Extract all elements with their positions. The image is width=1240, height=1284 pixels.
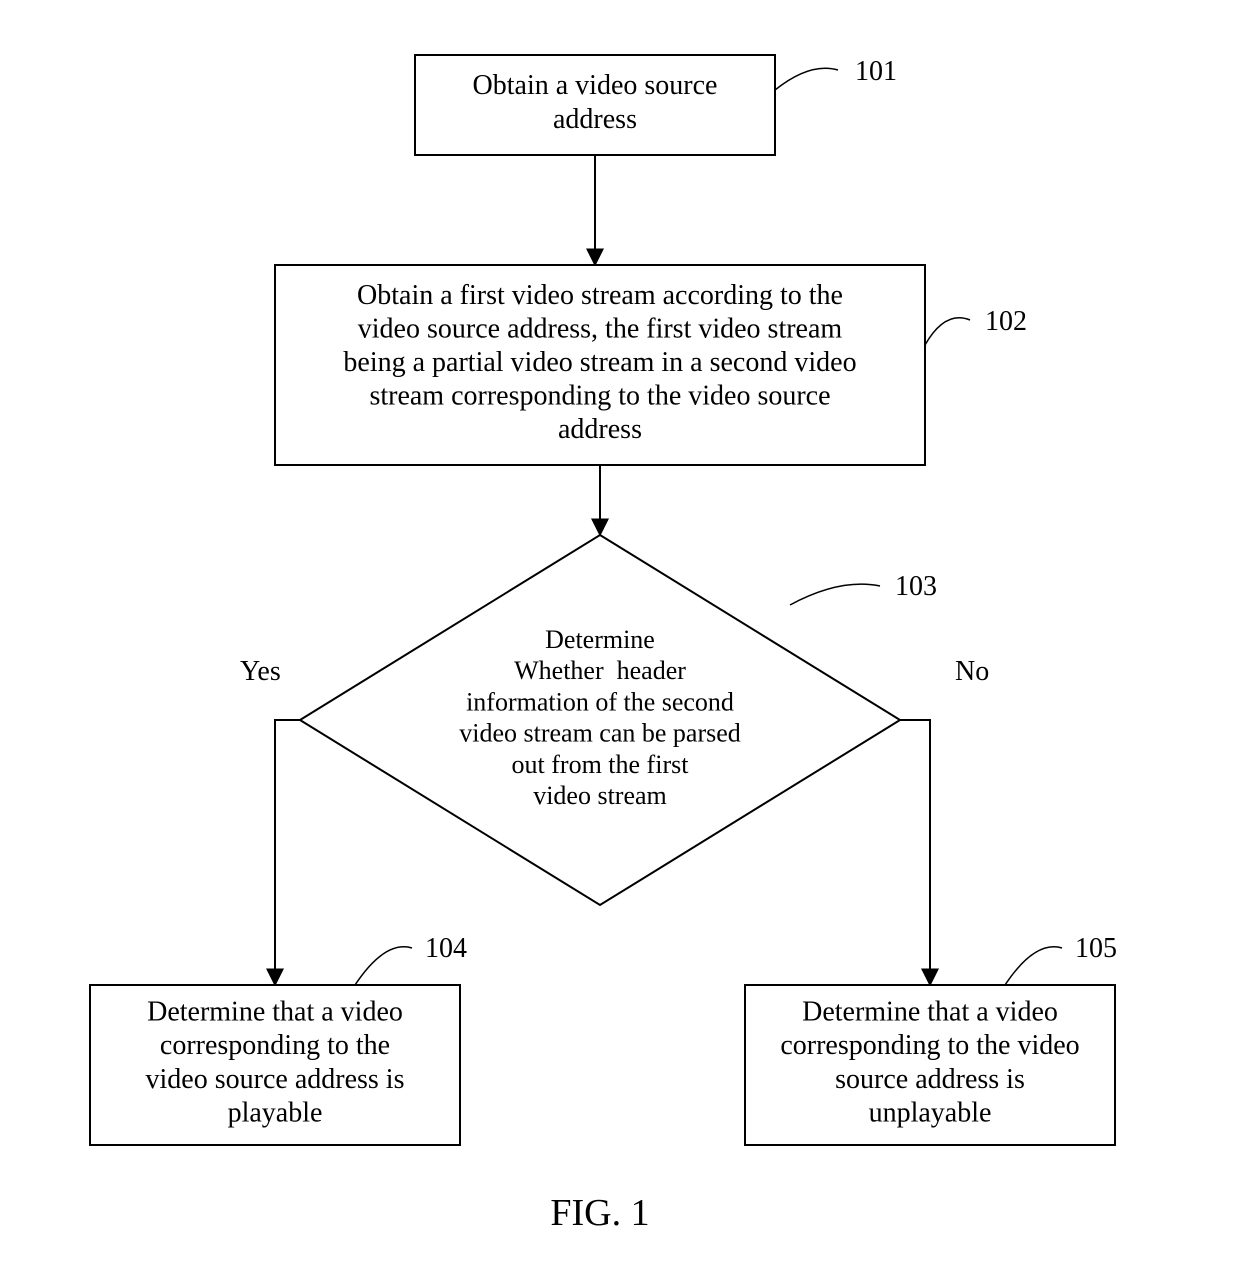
- callout-leader-c105: [1005, 947, 1062, 985]
- figure-caption: FIG. 1: [550, 1192, 649, 1234]
- callout-leader-c101: [775, 68, 838, 90]
- callout-c104: 104: [425, 933, 467, 964]
- callout-leader-c102: [925, 318, 970, 345]
- callout-c105: 105: [1075, 933, 1117, 964]
- edge-n103-n105: [900, 720, 930, 985]
- callout-leader-c104: [355, 947, 412, 985]
- callout-c103: 103: [895, 571, 937, 602]
- callout-leader-c103: [790, 584, 880, 605]
- branch-label-no: No: [955, 656, 989, 687]
- callout-c101: 101: [855, 56, 897, 87]
- branch-label-yes: Yes: [240, 656, 281, 687]
- callout-c102: 102: [985, 306, 1027, 337]
- edge-n103-n104: [275, 720, 300, 985]
